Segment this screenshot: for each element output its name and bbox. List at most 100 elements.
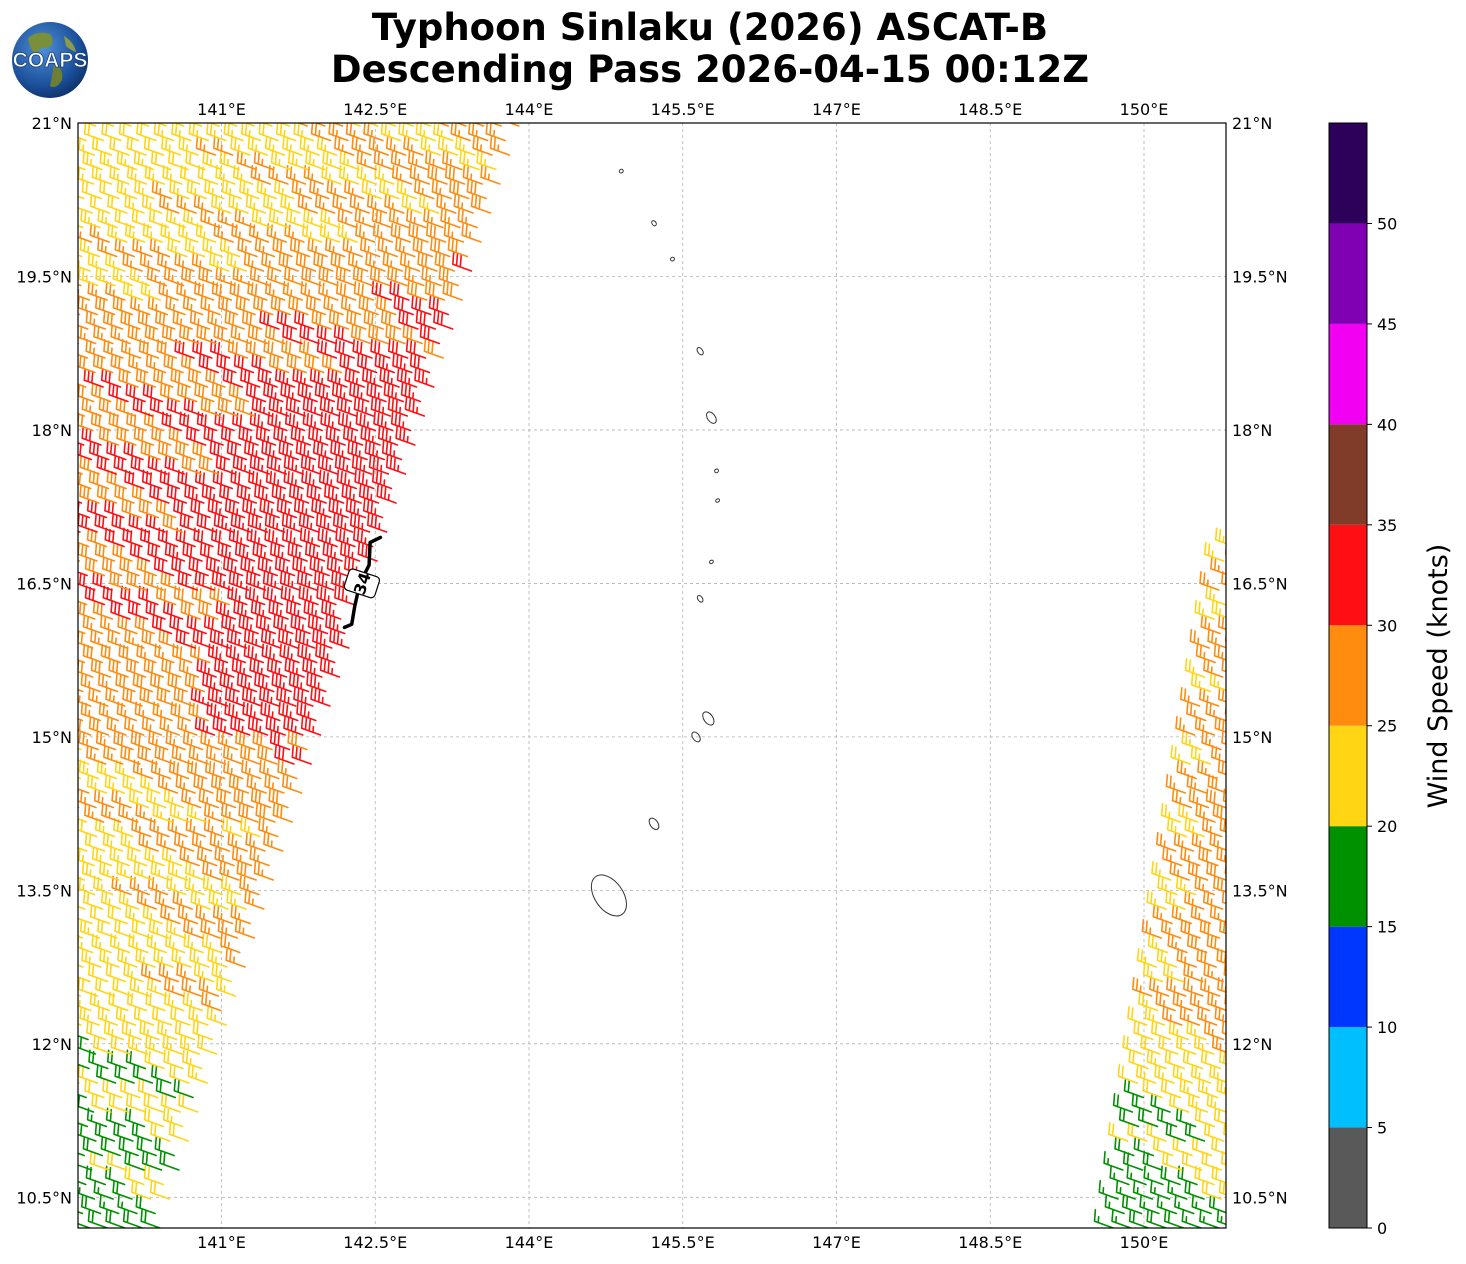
wind-barb — [425, 150, 446, 171]
wind-barb — [161, 846, 183, 867]
wind-barb — [217, 397, 239, 417]
wind-barb — [155, 310, 176, 330]
wind-barb — [231, 223, 252, 243]
wind-barb — [78, 137, 95, 156]
wind-barb — [88, 469, 110, 490]
wind-barb — [245, 832, 266, 852]
wind-barb — [288, 295, 309, 316]
wind-barb — [259, 310, 280, 330]
wind-barb — [131, 208, 153, 229]
island-coastline — [714, 468, 719, 474]
wind-barb — [349, 513, 371, 533]
wind-barb — [97, 208, 118, 229]
x-tick-label-top: 147°E — [812, 100, 861, 119]
wind-barb — [186, 803, 208, 823]
wind-barb — [227, 832, 248, 852]
wind-barb — [78, 695, 92, 707]
wind-barb — [209, 585, 230, 606]
wind-barb — [99, 179, 120, 200]
y-tick-label-left: 10.5°N — [16, 1188, 72, 1207]
wind-barb — [230, 716, 251, 736]
wind-barb — [340, 542, 361, 562]
wind-barb — [1175, 716, 1196, 736]
wind-barb — [1214, 716, 1226, 733]
wind-barb — [141, 716, 163, 736]
wind-barb — [132, 672, 153, 693]
wind-barb — [1213, 875, 1226, 893]
wind-barb — [135, 368, 157, 388]
wind-barb — [92, 353, 114, 374]
wind-barb — [462, 165, 483, 185]
wind-barb — [173, 687, 194, 707]
wind-barb — [1151, 1020, 1172, 1041]
wind-barb — [457, 208, 478, 229]
wind-barb — [243, 629, 265, 649]
wind-barb — [183, 397, 205, 417]
wind-barb — [145, 1035, 166, 1055]
wind-barb — [1171, 788, 1193, 809]
wind-barb — [159, 382, 181, 403]
wind-barb — [188, 556, 209, 577]
wind-barb — [124, 469, 145, 490]
wind-barb — [78, 513, 98, 533]
wind-barb — [312, 629, 333, 649]
wind-barb — [273, 426, 294, 446]
wind-barb — [1221, 571, 1226, 586]
wind-barb — [224, 498, 246, 519]
wind-barb — [83, 123, 105, 142]
colorbar-bin — [1329, 826, 1367, 927]
wind-barb — [100, 614, 121, 635]
wind-barb — [1205, 585, 1226, 606]
wind-barb — [249, 846, 270, 867]
wind-barb — [96, 759, 118, 780]
wind-barb — [157, 527, 179, 548]
wind-barb — [245, 585, 266, 606]
wind-barb — [152, 1006, 173, 1026]
wind-barb — [286, 353, 307, 374]
wind-barb — [195, 136, 217, 156]
wind-barb — [1191, 1194, 1212, 1215]
wind-barb — [146, 266, 168, 287]
wind-barb — [173, 585, 195, 606]
wind-barb — [237, 237, 258, 258]
wind-barb — [103, 339, 124, 359]
wind-barb — [232, 165, 254, 185]
wind-barb — [1205, 788, 1226, 809]
wind-barb — [1194, 875, 1215, 896]
wind-barb — [1175, 875, 1197, 896]
wind-barb — [79, 919, 101, 939]
wind-barb — [108, 382, 129, 403]
wind-barb — [1221, 1020, 1226, 1035]
wind-barb — [265, 716, 286, 736]
colorbar-tick-label: 20 — [1377, 817, 1397, 836]
wind-barb — [306, 672, 327, 693]
wind-barb — [112, 266, 133, 287]
wind-barb — [207, 498, 228, 519]
wind-barb — [1218, 687, 1226, 703]
wind-barb — [350, 324, 372, 345]
wind-barb — [336, 281, 357, 301]
wind-barb — [316, 136, 338, 156]
wind-barb — [366, 194, 388, 214]
wind-barb — [78, 1187, 96, 1200]
wind-barb — [78, 1064, 99, 1084]
wind-barb — [161, 136, 182, 156]
wind-barb — [124, 223, 146, 243]
wind-barb — [1187, 933, 1208, 954]
wind-barb — [78, 354, 96, 374]
wind-barb — [1157, 875, 1178, 896]
wind-barb — [398, 123, 419, 142]
wind-barb — [93, 1035, 114, 1055]
wind-barb — [442, 281, 463, 301]
wind-barb — [1167, 1180, 1188, 1200]
wind-barb — [310, 123, 332, 142]
wind-barb — [295, 629, 316, 649]
wind-barb — [212, 904, 234, 925]
wind-barb — [362, 498, 384, 519]
wind-barb — [208, 123, 220, 127]
wind-barb — [372, 469, 393, 490]
wind-barb — [399, 252, 421, 272]
wind-barb — [276, 687, 297, 707]
colorbar-bin — [1329, 223, 1367, 324]
wind-barb — [1216, 1078, 1226, 1095]
